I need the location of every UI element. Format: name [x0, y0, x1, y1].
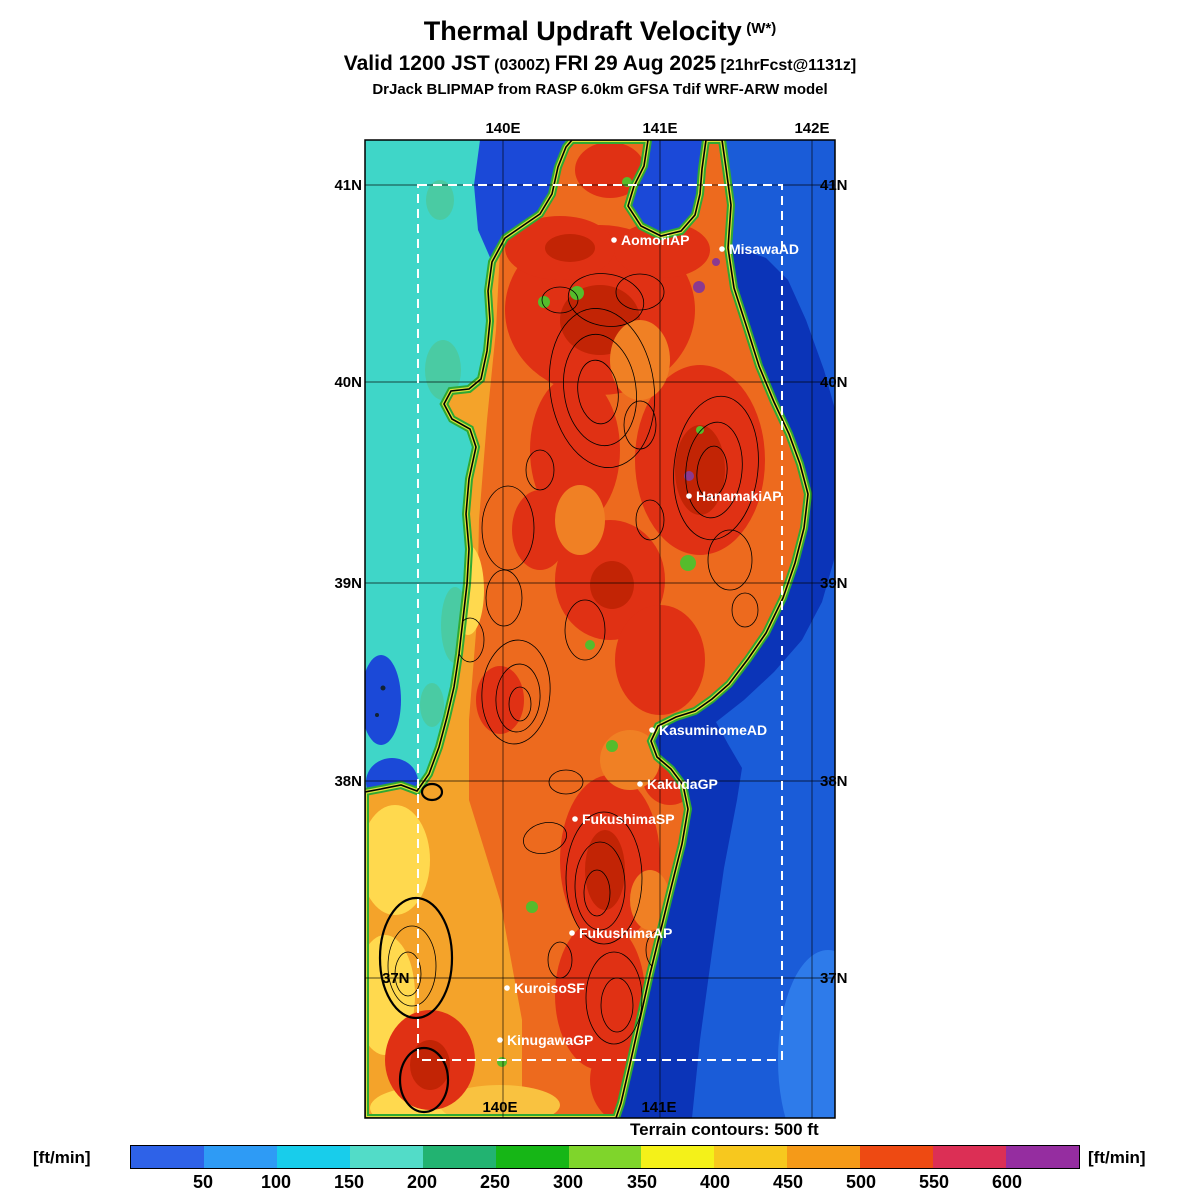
lat-label-left: 41N: [334, 177, 362, 194]
colorbar-segment: [787, 1146, 861, 1168]
colorbar-tick: 100: [260, 1172, 292, 1192]
terrain-contours-note: Terrain contours: 500 ft: [630, 1120, 819, 1139]
lat-label-left: 40N: [334, 374, 362, 391]
valid-prefix: Valid 1200 JST: [343, 52, 490, 75]
station-marker: [504, 985, 510, 991]
station-marker: [497, 1037, 503, 1043]
colorbar-tick: 200: [406, 1172, 438, 1192]
domain-boundary-box: [417, 184, 783, 1061]
colorbar-tick: 150: [333, 1172, 365, 1192]
sea-deep-patch: [365, 655, 401, 745]
colorbar-tick: 500: [845, 1172, 877, 1192]
sea-patch: [425, 340, 461, 400]
valid-date: FRI 29 Aug 2025: [554, 52, 717, 75]
lat-label-right: 38N: [820, 773, 848, 790]
model-line: DrJack BLIPMAP from RASP 6.0km GFSA Tdif…: [372, 81, 828, 98]
sea-patch: [420, 683, 444, 727]
station-label: MisawaAD: [729, 241, 799, 257]
lon-label-bottom: 141E: [641, 1099, 676, 1116]
stations: AomoriAP MisawaAD HanamakiAP KasuminomeA…: [497, 232, 799, 1048]
station-label: KinugawaGP: [507, 1032, 593, 1048]
coastline: [365, 140, 809, 1118]
lon-label-top: 141E: [642, 120, 677, 137]
title-text: Thermal Updraft Velocity: [423, 16, 742, 46]
colorbar-unit-left: [ft/min]: [33, 1148, 91, 1167]
terrain-contours: [378, 273, 759, 1114]
colorbar-segment: [495, 1146, 569, 1168]
colorbar-tick: 600: [991, 1172, 1023, 1192]
colorbar-segment: [1006, 1146, 1079, 1168]
colorbar-tick: 550: [918, 1172, 950, 1192]
colorbar-tick: 450: [772, 1172, 804, 1192]
lat-label-left: 38N: [334, 773, 362, 790]
colorbar-segment: [933, 1146, 1007, 1168]
lat-label-right: 41N: [820, 177, 848, 194]
colorbar-tick: 400: [699, 1172, 731, 1192]
colorbar-tick: 350: [626, 1172, 658, 1192]
station-label: HanamakiAP: [696, 488, 782, 504]
lon-label-top: 142E: [794, 120, 829, 137]
colorbar-tick: 50: [192, 1172, 214, 1192]
valid-fcst: [21hrFcst@1131z]: [720, 57, 857, 74]
colorbar-segment: [349, 1146, 423, 1168]
lat-label-right: 40N: [820, 374, 848, 391]
station-label: KakudaGP: [647, 776, 718, 792]
page-title: Thermal Updraft Velocity (W*): [0, 16, 1200, 47]
lat-label-right: 37N: [820, 970, 848, 987]
station-marker: [569, 930, 575, 936]
colorbar-segment: [860, 1146, 934, 1168]
lat-label-left: 37N: [382, 970, 410, 987]
islet: [380, 685, 386, 691]
sea-deep-patch: [474, 140, 566, 262]
colorbar: [130, 1145, 1080, 1169]
colorbar-segment: [714, 1146, 788, 1168]
station-marker: [572, 816, 578, 822]
colorbar-unit-right: [ft/min]: [1088, 1148, 1146, 1167]
station-label: AomoriAP: [621, 232, 689, 248]
station-marker: [611, 237, 617, 243]
lat-label-right: 39N: [820, 575, 848, 592]
station-marker: [719, 246, 725, 252]
colorbar-segment: [422, 1146, 496, 1168]
sea-patch: [778, 950, 835, 1118]
colorbar-segment: [203, 1146, 277, 1168]
colorbar-segment: [568, 1146, 642, 1168]
map: AomoriAP MisawaAD HanamakiAP KasuminomeA…: [334, 120, 848, 1119]
sea-patch: [426, 180, 454, 220]
lon-label-top: 140E: [485, 120, 520, 137]
station-marker: [637, 781, 643, 787]
colorbar-tick: 300: [552, 1172, 584, 1192]
station-label: FukushimaSP: [582, 811, 675, 827]
valid-time-line: Valid 1200 JST (0300Z) FRI 29 Aug 2025 […: [0, 52, 1200, 76]
colorbar-tick: 250: [479, 1172, 511, 1192]
station-label: KuroisoSF: [514, 980, 585, 996]
station-label: FukushimaAP: [579, 925, 672, 941]
station-marker: [649, 727, 655, 733]
islet: [375, 713, 379, 717]
colorbar-segment: [131, 1146, 204, 1168]
plot-frame: [364, 139, 836, 1119]
station-label: KasuminomeAD: [659, 722, 767, 738]
colorbar-segment: [641, 1146, 715, 1168]
lat-label-left: 39N: [334, 575, 362, 592]
valid-zulu: (0300Z): [494, 57, 551, 74]
station-marker: [686, 493, 692, 499]
lon-label-bottom: 140E: [482, 1099, 517, 1116]
title-suffix: (W*): [746, 20, 777, 37]
colorbar-segment: [276, 1146, 350, 1168]
